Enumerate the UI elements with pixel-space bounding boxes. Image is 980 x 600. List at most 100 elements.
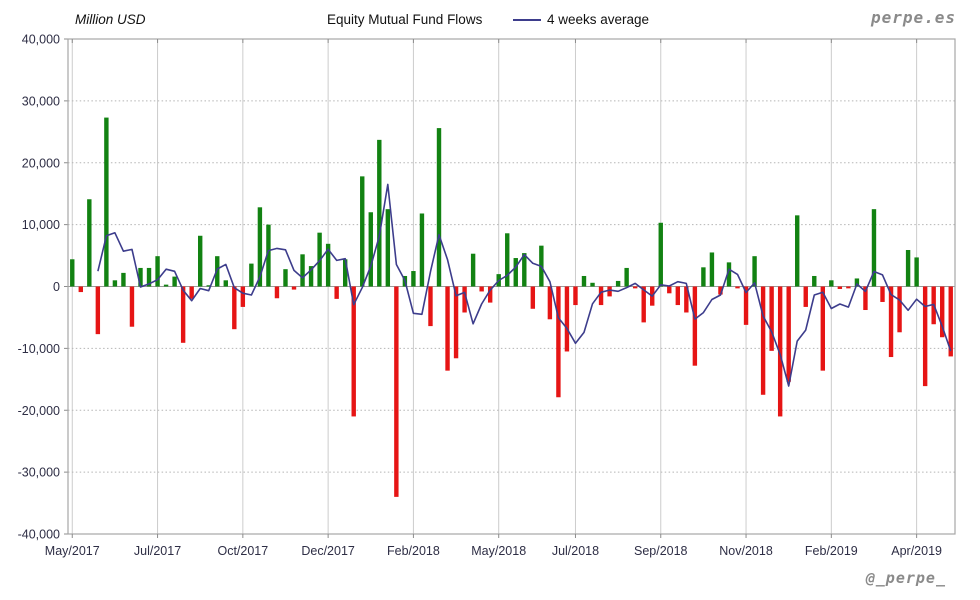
x-tick-label: Jul/2017 <box>134 544 181 558</box>
inflow-bar <box>266 224 271 287</box>
x-tick-label: Feb/2018 <box>387 544 440 558</box>
inflow-bar <box>325 243 331 287</box>
outflow-bar <box>846 286 851 289</box>
inflow-bar <box>223 280 228 287</box>
inflow-bar <box>368 212 373 287</box>
legend: 4 weeks average <box>513 12 649 27</box>
outflow-bar <box>445 286 450 371</box>
inflow-bar <box>138 267 143 287</box>
plot-border <box>67 38 956 535</box>
outflow-bar <box>684 286 689 313</box>
outflow-bar <box>291 286 297 290</box>
outflow-bar <box>667 286 672 294</box>
y-axis-title: Million USD <box>75 12 146 27</box>
inflow-bar <box>513 258 518 287</box>
inflow-bar <box>308 266 314 287</box>
inflow-bar <box>829 280 834 287</box>
x-tick-label: Jul/2018 <box>552 544 599 558</box>
inflow-bar <box>121 272 126 287</box>
outflow-bar <box>922 286 928 387</box>
y-tick-label: -40,000 <box>18 528 60 542</box>
inflow-bar <box>215 256 220 287</box>
outflow-bar <box>573 286 578 306</box>
inflow-bar <box>470 253 476 287</box>
outflow-bar <box>718 286 723 295</box>
outflow-bar <box>598 286 604 306</box>
y-tick-label: 30,000 <box>22 94 60 108</box>
inflow-bar <box>70 259 75 287</box>
x-tick-label: Feb/2019 <box>805 544 858 558</box>
outflow-bar <box>769 286 774 351</box>
x-tick-label: Oct/2017 <box>217 544 268 558</box>
outflow-bar <box>777 286 783 417</box>
outflow-bar <box>334 286 339 299</box>
average-line-swatch <box>513 19 541 21</box>
outflow-bar <box>351 286 356 417</box>
outflow-bar <box>547 286 553 320</box>
outflow-bar <box>95 286 101 335</box>
inflow-bar <box>615 280 621 287</box>
x-tick-label: Dec/2017 <box>301 544 355 558</box>
inflow-bar <box>411 271 416 287</box>
y-tick-label: 40,000 <box>22 33 60 47</box>
outflow-bar <box>556 286 561 398</box>
outflow-bar <box>232 286 237 330</box>
inflow-bar <box>300 254 305 287</box>
outflow-bar <box>820 286 826 371</box>
outflow-bar <box>632 286 638 289</box>
outflow-bar <box>837 286 843 289</box>
outflow-bar <box>240 286 246 307</box>
outflow-bar <box>274 286 280 299</box>
outflow-bar <box>180 286 186 343</box>
inflow-bar <box>206 285 211 287</box>
outflow-bar <box>479 286 484 292</box>
outflow-bar <box>189 286 194 299</box>
inflow-bar <box>522 253 527 287</box>
y-tick-label: -10,000 <box>18 342 60 356</box>
outflow-bar <box>948 286 953 357</box>
inflow-bar <box>812 275 817 287</box>
outflow-bar <box>641 286 646 323</box>
outflow-bar <box>897 286 902 333</box>
outflow-bar <box>78 286 83 293</box>
x-tick-label: May/2017 <box>45 544 100 558</box>
outflow-bar <box>880 286 885 302</box>
inflow-bar <box>163 284 169 287</box>
chart-title: Equity Mutual Fund Flows <box>327 12 483 27</box>
inflow-bar <box>385 209 391 287</box>
outflow-bar <box>453 286 459 359</box>
outflow-bar <box>394 286 399 497</box>
x-tick-label: Apr/2019 <box>891 544 942 558</box>
outflow-bar <box>863 286 868 311</box>
outflow-bar <box>428 286 433 327</box>
inflow-bar <box>257 207 263 287</box>
x-tick-label: May/2018 <box>471 544 526 558</box>
outflow-bar <box>487 286 493 303</box>
inflow-bar <box>701 267 706 287</box>
outflow-bar <box>786 286 791 382</box>
inflow-bar <box>871 209 877 287</box>
x-tick-label: Nov/2018 <box>719 544 773 558</box>
y-tick-label: -30,000 <box>18 466 60 480</box>
inflow-bar <box>112 280 118 287</box>
inflow-bar <box>172 276 177 287</box>
inflow-bar <box>905 249 911 287</box>
inflow-bar <box>377 139 382 287</box>
outflow-bar <box>675 286 681 306</box>
y-tick-label: 0 <box>53 280 60 294</box>
inflow-bar <box>795 215 800 287</box>
outflow-bar <box>129 286 135 327</box>
legend-label: 4 weeks average <box>547 12 650 27</box>
brand-watermark: perpe.es <box>870 8 956 27</box>
outflow-bar <box>564 286 570 352</box>
x-tick-label: Sep/2018 <box>634 544 688 558</box>
inflow-bar <box>419 213 425 287</box>
inflow-bar <box>709 252 715 287</box>
y-tick-label: 10,000 <box>22 218 60 232</box>
inflow-bar <box>360 176 365 287</box>
inflow-bar <box>590 282 595 287</box>
outflow-bar <box>692 286 698 366</box>
inflow-bar <box>249 263 254 287</box>
